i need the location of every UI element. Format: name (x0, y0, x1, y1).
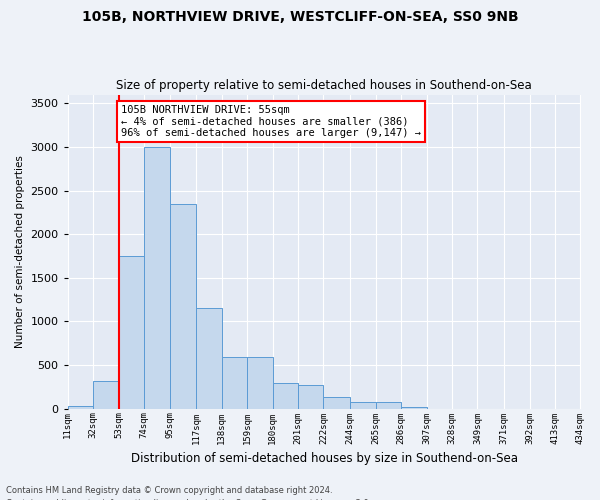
Text: 105B, NORTHVIEW DRIVE, WESTCLIFF-ON-SEA, SS0 9NB: 105B, NORTHVIEW DRIVE, WESTCLIFF-ON-SEA,… (82, 10, 518, 24)
Text: Contains public sector information licensed under the Open Government Licence v3: Contains public sector information licen… (6, 498, 371, 500)
Bar (272, 384, 298, 408)
Bar (221, 357, 247, 408)
Bar (376, 402, 401, 408)
Bar (401, 407, 427, 408)
Bar (119, 256, 144, 408)
Bar (144, 147, 170, 408)
Y-axis label: Number of semi-detached properties: Number of semi-detached properties (15, 155, 25, 348)
Bar (298, 385, 323, 408)
Bar (247, 357, 272, 408)
Text: 105B NORTHVIEW DRIVE: 55sqm
← 4% of semi-detached houses are smaller (386)
96% o: 105B NORTHVIEW DRIVE: 55sqm ← 4% of semi… (121, 105, 421, 138)
Title: Size of property relative to semi-detached houses in Southend-on-Sea: Size of property relative to semi-detach… (116, 79, 532, 92)
X-axis label: Distribution of semi-detached houses by size in Southend-on-Sea: Distribution of semi-detached houses by … (131, 452, 518, 465)
Bar (350, 402, 376, 408)
Bar (170, 204, 196, 408)
Bar (93, 380, 119, 408)
Bar (323, 398, 350, 408)
Text: Contains HM Land Registry data © Crown copyright and database right 2024.: Contains HM Land Registry data © Crown c… (6, 486, 332, 495)
Bar (196, 308, 221, 408)
Bar (68, 406, 93, 408)
